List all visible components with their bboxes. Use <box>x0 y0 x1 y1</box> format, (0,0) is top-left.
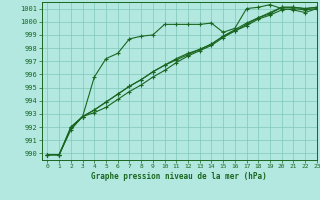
X-axis label: Graphe pression niveau de la mer (hPa): Graphe pression niveau de la mer (hPa) <box>91 172 267 181</box>
